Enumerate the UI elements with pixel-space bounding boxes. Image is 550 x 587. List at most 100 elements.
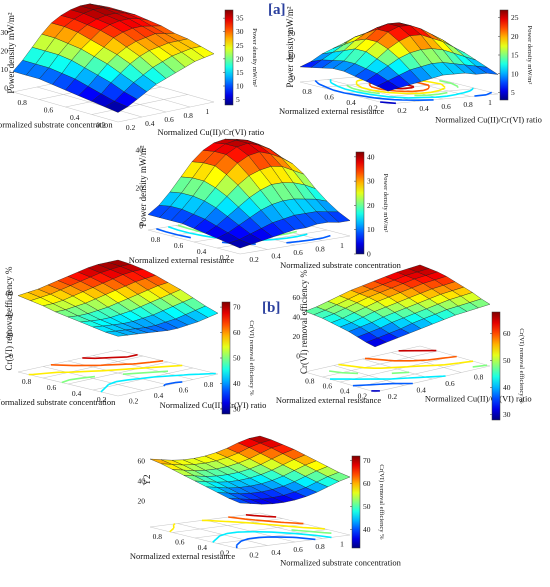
- z-tick-label: 10: [1, 65, 9, 74]
- z-tick-label: 20: [6, 331, 14, 340]
- z-tick-label: 60: [6, 289, 14, 298]
- panel-label-b: [b]: [262, 300, 281, 316]
- colorbar-tick-label: 35: [236, 14, 244, 23]
- x-axis-label: Normalized substrate concentration: [0, 397, 116, 407]
- surface-patch: [327, 211, 351, 223]
- colorbar-label: Cr(VI) removal efficiency %: [518, 328, 525, 404]
- gridline: [17, 349, 119, 373]
- y-tick-label: 0.8: [315, 244, 325, 253]
- y-axis-label: Normalized substrate concentration: [280, 557, 402, 567]
- colorbar-tick-label: 40: [503, 383, 511, 392]
- surface-mesh: [299, 22, 499, 92]
- y-axis-label: Normalized Cu(II)/Cr(VI) ratio: [160, 400, 267, 410]
- gridline: [391, 352, 462, 373]
- y-axis-label: Normalized Cu(II)/Cr(VI) ratio: [157, 127, 264, 137]
- x-tick-label: 0.2: [220, 253, 230, 262]
- z-tick-label: 30: [1, 28, 9, 37]
- x-tick-label: 0.8: [17, 98, 27, 107]
- contour-line: [245, 514, 277, 518]
- z-axis-label: Power density mW/m²: [285, 6, 295, 87]
- x-tick-label: 0.2: [97, 395, 107, 404]
- colorbar-tick-label: 30: [233, 404, 241, 413]
- colorbar-tick-label: 70: [363, 456, 371, 465]
- z-tick-label: 40: [138, 477, 146, 486]
- colorbar-tick-label: 60: [503, 329, 511, 338]
- colorbar: [224, 9, 234, 106]
- x-axis-label: Normalized external resistance: [276, 395, 381, 405]
- y-axis-label: Normalized Cu(II)/Cr(VI) ratio: [435, 115, 542, 125]
- contour-line: [330, 375, 446, 380]
- y-tick-label: 0.8: [474, 372, 484, 381]
- y-tick-label: 0.6: [445, 379, 455, 388]
- x-tick-label: 0.6: [324, 92, 334, 101]
- surface-mesh: [17, 259, 219, 337]
- x-tick-label: 0.8: [302, 87, 312, 96]
- y-axis-label: Normalized substrate concentration: [280, 260, 402, 270]
- colorbar-tick-label: 60: [233, 328, 241, 337]
- colorbar-tick-label: 50: [363, 502, 371, 511]
- gridline: [362, 358, 433, 380]
- x-tick-label: 0.8: [22, 377, 32, 386]
- x-tick-label: 0.6: [47, 383, 57, 392]
- z-tick-label: 40: [293, 313, 301, 322]
- z-tick-label: 0: [291, 74, 295, 83]
- surface-mesh: [304, 264, 491, 348]
- colorbar-tick-label: 5: [236, 95, 240, 104]
- y-tick-label: 0.4: [154, 391, 164, 400]
- colorbar-tick-label: 20: [367, 201, 375, 210]
- z-tick-label: 0: [139, 222, 143, 231]
- z-tick-label: 60: [138, 457, 146, 466]
- colorbar-tick-label: 30: [503, 410, 511, 419]
- gridline: [42, 355, 144, 379]
- y-tick-label: 0.2: [388, 392, 398, 401]
- colorbar-tick-label: 70: [233, 303, 241, 312]
- x-tick-label: 0.4: [346, 98, 356, 107]
- x-tick-label: 0.8: [153, 532, 163, 541]
- y-tick-label: 1: [340, 241, 344, 250]
- y-tick-label: 0.4: [271, 252, 281, 261]
- x-tick-label: 0.4: [70, 113, 80, 122]
- colorbar: [351, 455, 361, 549]
- plot-group: 20 40 60 Y2 0.8 0.6 0.4 0.2 0.2 0.4 0.6 0.8 1 Normali…: [130, 435, 402, 567]
- colorbar-tick-label: 40: [363, 525, 371, 534]
- y-tick-label: 0.2: [249, 551, 259, 560]
- y-axis-label: Normalized Cu(II)/Cr(VI) ratio: [425, 394, 532, 404]
- z-tick-label: 20: [138, 497, 146, 506]
- x-tick-label: 0.2: [96, 120, 106, 129]
- y-tick-label: 0.4: [419, 104, 429, 113]
- z-tick-label: 20: [136, 183, 144, 192]
- contour-line: [314, 71, 493, 101]
- surface-mesh: [12, 3, 215, 113]
- x-axis-label: Normalized external resistance: [279, 106, 384, 116]
- surface-patch: [195, 305, 219, 318]
- z-tick-label: 60: [293, 293, 301, 302]
- x-tick-label: 0.2: [358, 392, 368, 401]
- colorbar-label: Power density mW/m²: [382, 174, 389, 233]
- contour-line: [328, 364, 488, 375]
- panel-label-a: [a]: [268, 2, 286, 18]
- y-tick-label: 0.6: [293, 248, 303, 257]
- x-tick-label: 0.4: [198, 543, 208, 552]
- colorbar-label: Cr(VI) removal efficiency %: [378, 464, 385, 540]
- colorbar-tick-label: 10: [511, 69, 519, 78]
- z-axis-label: Power density mW/m²: [6, 12, 16, 93]
- contour-line: [61, 370, 169, 384]
- x-axis-label: Normalized substrate concentration: [0, 120, 113, 130]
- colorbar-tick-label: 10: [367, 225, 375, 234]
- y-tick-label: 0.6: [179, 385, 189, 394]
- x-tick-label: 0.4: [340, 387, 350, 396]
- x-tick-label: 0.8: [151, 235, 161, 244]
- y-tick-label: 0.4: [416, 385, 426, 394]
- y-tick-label: 0.2: [126, 123, 136, 132]
- z-axis-label: Y2: [142, 475, 152, 486]
- x-axis-label: Normalized external resistance: [129, 255, 234, 265]
- y-tick-label: 0.8: [463, 100, 473, 109]
- y-tick-label: 0.6: [441, 102, 451, 111]
- contour-projection: [169, 514, 332, 549]
- contour-line: [163, 381, 183, 387]
- z-axis-label: Power density mW/m²: [138, 145, 148, 226]
- z-tick-label: 10: [288, 51, 296, 60]
